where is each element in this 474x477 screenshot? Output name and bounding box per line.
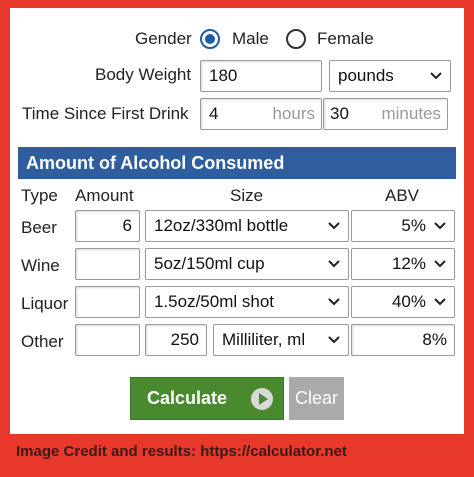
hours-value: 4 [209, 104, 219, 123]
minutes-input[interactable]: 30 minutes [323, 98, 448, 130]
col-type-header: Type [21, 186, 58, 205]
other-unit-select[interactable]: Milliliter, ml [213, 324, 349, 356]
beer-abv-select[interactable]: 5% [351, 210, 455, 242]
wine-size-select[interactable]: 5oz/150ml cup [145, 248, 349, 280]
row-type-liquor: Liquor [21, 294, 69, 313]
liquor-amount-input[interactable] [75, 286, 140, 318]
chevron-down-icon [328, 336, 340, 344]
col-size-header: Size [230, 186, 264, 205]
wine-abv-select[interactable]: 12% [351, 248, 455, 280]
time-since-label: Time Since First Drink [22, 104, 189, 123]
other-volume-input[interactable]: 250 [145, 324, 207, 356]
gender-label: Gender [135, 29, 192, 48]
chevron-down-icon [328, 298, 340, 306]
weight-unit-value: pounds [338, 66, 394, 85]
body-weight-label: Body Weight [95, 65, 192, 84]
beer-size-select[interactable]: 12oz/330ml bottle [145, 210, 349, 242]
calculate-button[interactable]: Calculate [130, 377, 284, 420]
body-weight-input[interactable]: 180 [200, 60, 322, 92]
chevron-down-icon [328, 260, 340, 268]
gender-male-label[interactable]: Male [232, 29, 269, 48]
other-amount-input[interactable] [75, 324, 140, 356]
beer-amount-input[interactable]: 6 [75, 210, 140, 242]
row-type-wine: Wine [21, 256, 60, 275]
section-header: Amount of Alcohol Consumed [18, 147, 456, 179]
other-unit-value: Milliliter, ml [222, 330, 306, 349]
chevron-down-icon [434, 260, 446, 268]
calculate-label: Calculate [147, 388, 228, 408]
beer-size-value: 12oz/330ml bottle [154, 216, 289, 235]
minutes-unit-label: minutes [381, 104, 441, 123]
row-type-beer: Beer [21, 218, 57, 237]
clear-button[interactable]: Clear [289, 377, 344, 420]
liquor-abv-value: 40% [391, 292, 426, 311]
col-amount-header: Amount [75, 186, 134, 205]
gender-female-radio[interactable] [286, 29, 306, 49]
other-abv-input[interactable]: 8% [351, 324, 455, 356]
row-type-other: Other [21, 332, 64, 351]
gender-female-label[interactable]: Female [317, 29, 374, 48]
wine-amount-input[interactable] [75, 248, 140, 280]
image-credit: Image Credit and results: https://calcul… [16, 443, 347, 460]
gender-male-radio[interactable] [200, 29, 220, 49]
chevron-down-icon [434, 298, 446, 306]
chevron-down-icon [328, 222, 340, 230]
hours-unit-label: hours [272, 104, 315, 123]
play-icon [251, 388, 273, 410]
wine-abv-value: 12% [391, 254, 426, 273]
beer-abv-value: 5% [401, 216, 426, 235]
liquor-size-value: 1.5oz/50ml shot [154, 292, 275, 311]
hours-input[interactable]: 4 hours [200, 98, 322, 130]
weight-unit-select[interactable]: pounds [329, 60, 451, 92]
wine-size-value: 5oz/150ml cup [154, 254, 265, 273]
col-abv-header: ABV [385, 186, 420, 205]
chevron-down-icon [434, 222, 446, 230]
chevron-down-icon [430, 72, 442, 80]
liquor-size-select[interactable]: 1.5oz/50ml shot [145, 286, 349, 318]
liquor-abv-select[interactable]: 40% [351, 286, 455, 318]
calculator-panel: Gender Male Female Body Weight 180 pound… [10, 8, 464, 434]
minutes-value: 30 [330, 104, 349, 123]
